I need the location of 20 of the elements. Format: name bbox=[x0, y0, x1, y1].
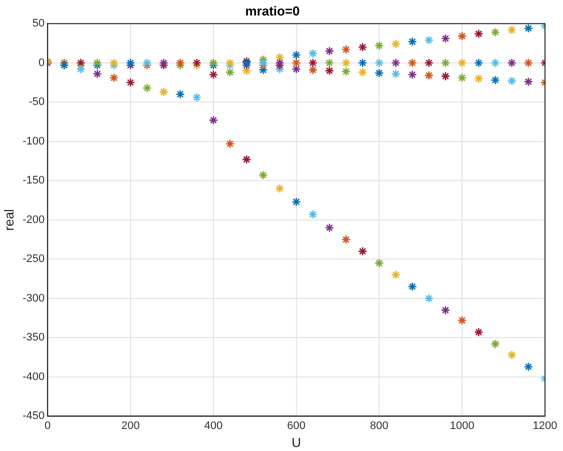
chart-title: mratio=0 bbox=[245, 3, 300, 18]
y-tick-label: 0 bbox=[38, 56, 45, 69]
y-tick-label: -300 bbox=[22, 292, 45, 304]
x-tick-label: 800 bbox=[370, 420, 388, 432]
x-tick-label: 200 bbox=[121, 420, 140, 432]
y-tick-label: -350 bbox=[22, 332, 45, 344]
x-tick-label: 1000 bbox=[450, 420, 474, 432]
y-tick-label: -200 bbox=[22, 214, 45, 226]
y-tick-label: -50 bbox=[28, 96, 45, 108]
y-axis-title: real bbox=[1, 208, 16, 231]
y-tick-label: -450 bbox=[22, 410, 45, 422]
y-tick-label: -400 bbox=[22, 370, 45, 383]
y-tick-label: 50 bbox=[32, 18, 45, 30]
x-axis-title: U bbox=[292, 434, 302, 450]
x-tick-label: 400 bbox=[204, 420, 223, 432]
y-tick-label: -100 bbox=[22, 135, 45, 148]
x-tick-label: 600 bbox=[287, 420, 306, 432]
y-tick-label: -150 bbox=[22, 174, 45, 187]
x-tick-label: 1200 bbox=[532, 420, 558, 432]
y-tick-label: -250 bbox=[22, 253, 45, 266]
